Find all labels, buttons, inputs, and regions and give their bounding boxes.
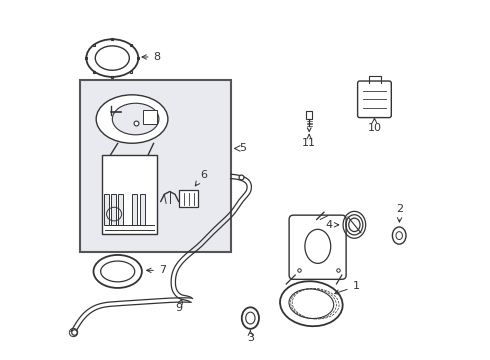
Ellipse shape <box>112 103 159 135</box>
Ellipse shape <box>242 307 259 329</box>
Bar <box>306 111 313 119</box>
Text: 7: 7 <box>147 265 166 275</box>
Text: 5: 5 <box>240 143 246 153</box>
Bar <box>179 190 198 207</box>
Ellipse shape <box>100 261 135 282</box>
Ellipse shape <box>95 46 129 70</box>
Bar <box>143 110 157 125</box>
Ellipse shape <box>289 289 334 319</box>
Text: 9: 9 <box>175 300 182 313</box>
Bar <box>111 194 116 225</box>
Text: 1: 1 <box>335 282 360 294</box>
Text: 2: 2 <box>396 204 403 222</box>
Text: 4: 4 <box>325 220 339 230</box>
FancyBboxPatch shape <box>289 215 346 279</box>
Text: 10: 10 <box>368 118 381 132</box>
Text: 3: 3 <box>247 330 254 343</box>
Ellipse shape <box>396 231 402 239</box>
Bar <box>140 194 145 225</box>
Bar <box>132 194 137 225</box>
FancyBboxPatch shape <box>358 81 392 118</box>
Text: 11: 11 <box>302 134 316 148</box>
Ellipse shape <box>392 227 406 244</box>
Bar <box>101 155 157 234</box>
Ellipse shape <box>96 95 168 143</box>
Bar <box>118 194 123 225</box>
Text: 8: 8 <box>142 52 161 62</box>
Ellipse shape <box>305 229 331 264</box>
Ellipse shape <box>245 312 255 324</box>
Ellipse shape <box>86 39 138 77</box>
Ellipse shape <box>280 281 343 326</box>
Text: 6: 6 <box>196 170 207 186</box>
Ellipse shape <box>94 255 142 288</box>
Bar <box>104 194 109 225</box>
Bar <box>80 80 231 252</box>
